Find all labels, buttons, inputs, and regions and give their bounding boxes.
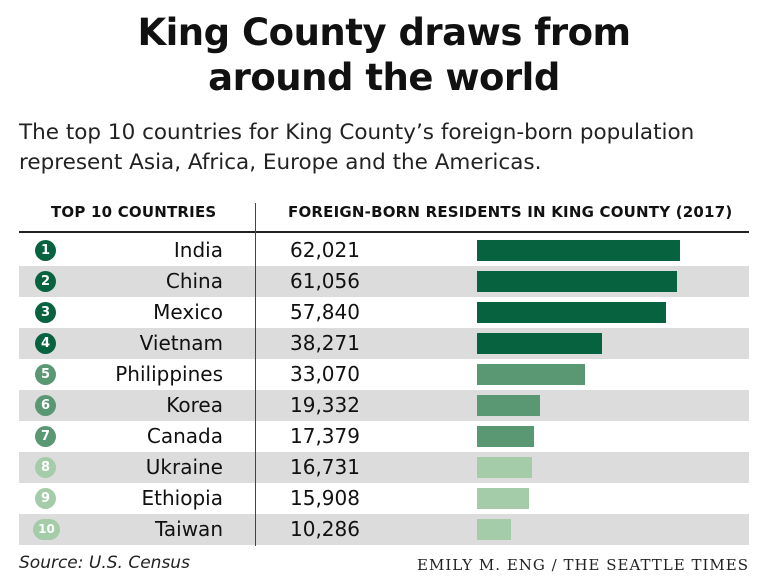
country-label: Ethiopia (141, 486, 223, 510)
value-bar (477, 395, 541, 416)
rank-badge: 8 (35, 457, 56, 478)
value-bar (477, 240, 680, 261)
value-label: 62,021 (290, 238, 360, 262)
chart-row: 7 Canada 17,379 (19, 421, 749, 452)
value-label: 15,908 (290, 486, 360, 510)
chart-row: 2 China 61,056 (19, 266, 749, 297)
chart-row: 3 Mexico 57,840 (19, 297, 749, 328)
country-label: Canada (146, 424, 223, 448)
header-rule (19, 231, 749, 233)
value-bar (477, 426, 534, 447)
country-label: Philippines (115, 362, 223, 386)
country-label: India (173, 238, 223, 262)
chart-title: King County draws from around the world (0, 10, 768, 100)
subtitle-line-1: The top 10 countries for King County’s f… (19, 120, 695, 145)
value-bar (477, 457, 532, 478)
value-label: 10,286 (290, 517, 360, 541)
value-label: 38,271 (290, 331, 360, 355)
residents-column-header: FOREIGN-BORN RESIDENTS IN KING COUNTY (2… (288, 203, 733, 221)
country-label: Taiwan (154, 517, 223, 541)
rank-badge: 1 (35, 240, 56, 261)
rank-badge: 5 (35, 364, 56, 385)
chart-row: 4 Vietnam 38,271 (19, 328, 749, 359)
value-bar (477, 488, 530, 509)
country-label: Ukraine (145, 455, 223, 479)
value-bar (477, 364, 586, 385)
value-bar (477, 271, 677, 292)
value-bar (477, 519, 511, 540)
country-label: Korea (166, 393, 223, 417)
chart-row: 1 India 62,021 (19, 235, 749, 266)
chart-subtitle: The top 10 countries for King County’s f… (19, 118, 759, 178)
column-divider (255, 203, 256, 546)
countries-column-header: TOP 10 COUNTRIES (51, 203, 217, 221)
title-line-2: around the world (208, 56, 560, 99)
chart-row: 6 Korea 19,332 (19, 390, 749, 421)
chart-row: 8 Ukraine 16,731 (19, 452, 749, 483)
rank-badge: 6 (35, 395, 56, 416)
value-label: 17,379 (290, 424, 360, 448)
source-note: Source: U.S. Census (19, 553, 190, 573)
chart-row: 9 Ethiopia 15,908 (19, 483, 749, 514)
value-bar (477, 302, 667, 323)
rank-badge: 10 (33, 519, 60, 540)
country-label: Vietnam (139, 331, 223, 355)
value-bar (477, 333, 603, 354)
rank-badge: 9 (35, 488, 56, 509)
rank-badge: 4 (35, 333, 56, 354)
value-label: 61,056 (290, 269, 360, 293)
chart-row: 5 Philippines 33,070 (19, 359, 749, 390)
country-label: China (165, 269, 223, 293)
country-label: Mexico (153, 300, 223, 324)
rank-badge: 7 (35, 426, 56, 447)
rank-badge: 2 (35, 271, 56, 292)
rank-badge: 3 (35, 302, 56, 323)
subtitle-line-2: represent Asia, Africa, Europe and the A… (19, 150, 542, 175)
value-label: 57,840 (290, 300, 360, 324)
chart-row: 10 Taiwan 10,286 (19, 514, 749, 545)
credit-line: EMILY M. ENG / THE SEATTLE TIMES (417, 556, 749, 574)
value-label: 33,070 (290, 362, 360, 386)
value-label: 16,731 (290, 455, 360, 479)
title-line-1: King County draws from (137, 11, 631, 54)
value-label: 19,332 (290, 393, 360, 417)
